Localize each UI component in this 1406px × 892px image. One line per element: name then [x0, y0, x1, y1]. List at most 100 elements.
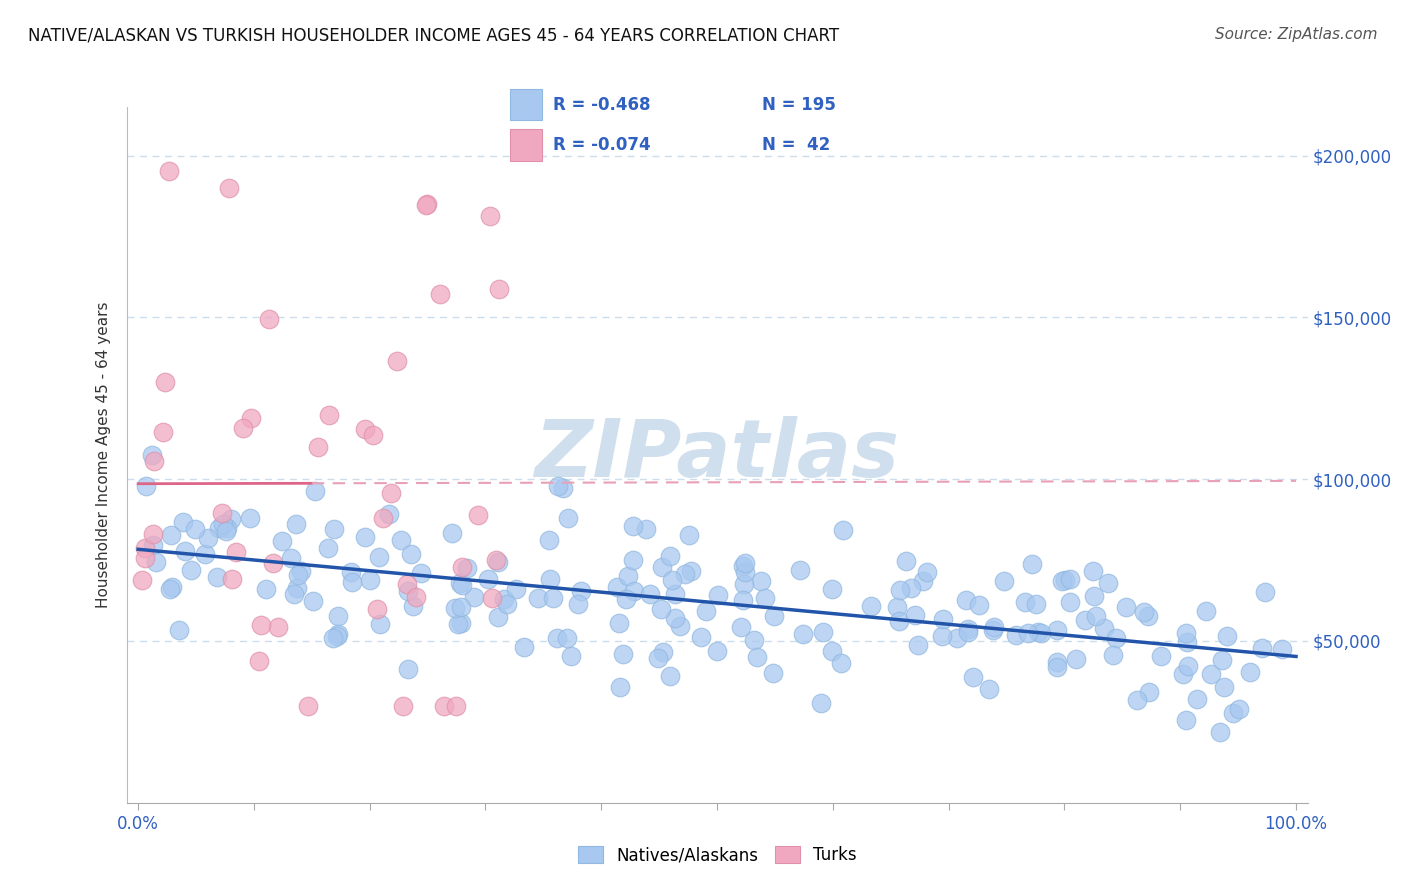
Text: N =  42: N = 42 [762, 136, 831, 154]
Point [1211, 652, 1233, 666]
Point [359, 573, 381, 587]
Point [513, 640, 536, 654]
Point [650, 602, 672, 616]
Point [157, 164, 180, 178]
Point [463, 591, 485, 605]
Point [290, 564, 312, 578]
Point [763, 609, 786, 624]
Point [179, 563, 201, 577]
Point [225, 545, 247, 559]
Point [167, 623, 190, 637]
Point [526, 591, 548, 605]
Point [614, 592, 637, 607]
Point [162, 580, 184, 594]
Point [744, 632, 766, 647]
Point [569, 584, 592, 599]
Legend: Natives/Alaskans, Turks: Natives/Alaskans, Turks [571, 839, 863, 871]
Point [405, 590, 427, 604]
Point [1254, 585, 1277, 599]
Point [447, 617, 470, 632]
Point [541, 591, 564, 605]
Point [821, 582, 844, 596]
Point [1115, 599, 1137, 614]
Point [664, 610, 686, 624]
Point [557, 631, 579, 645]
Point [451, 560, 474, 574]
Point [1250, 641, 1272, 656]
Text: ZIPatlas: ZIPatlas [534, 416, 900, 494]
Point [371, 511, 394, 525]
Point [621, 519, 644, 533]
FancyBboxPatch shape [510, 89, 541, 120]
Point [141, 448, 163, 462]
Point [486, 555, 509, 569]
Point [450, 578, 472, 592]
Point [284, 517, 307, 532]
Point [651, 559, 673, 574]
Point [1171, 667, 1194, 681]
Point [1074, 613, 1097, 627]
Point [1175, 713, 1198, 727]
Point [1046, 659, 1069, 673]
Point [328, 608, 350, 623]
Point [659, 549, 682, 563]
Text: NATIVE/ALASKAN VS TURKISH HOUSEHOLDER INCOME AGES 45 - 64 YEARS CORRELATION CHAR: NATIVE/ALASKAN VS TURKISH HOUSEHOLDER IN… [28, 27, 839, 45]
Point [339, 565, 361, 579]
Point [638, 587, 661, 601]
Point [1064, 652, 1087, 666]
Point [730, 620, 752, 634]
Point [402, 599, 425, 613]
Point [377, 507, 399, 521]
Point [907, 638, 929, 652]
Point [389, 533, 412, 547]
Point [609, 680, 631, 694]
Point [159, 582, 181, 597]
Point [477, 572, 499, 586]
Point [208, 521, 231, 535]
Point [1014, 595, 1036, 609]
Point [392, 698, 415, 713]
Point [416, 197, 439, 211]
Point [221, 511, 243, 525]
Point [1209, 724, 1232, 739]
Point [962, 669, 984, 683]
Point [184, 522, 207, 536]
Point [1216, 628, 1239, 642]
Point [142, 526, 165, 541]
Point [647, 650, 669, 665]
Point [830, 656, 852, 670]
Point [792, 627, 814, 641]
Point [538, 572, 561, 586]
Point [931, 612, 953, 626]
Point [478, 209, 501, 223]
Point [623, 584, 645, 599]
Point [194, 547, 217, 561]
Point [486, 610, 509, 624]
Point [733, 558, 755, 573]
Point [1025, 597, 1047, 611]
Y-axis label: Householder Income Ages 45 - 64 years: Householder Income Ages 45 - 64 years [96, 301, 111, 608]
Point [1097, 575, 1119, 590]
Point [254, 582, 277, 596]
Point [983, 624, 1005, 638]
Point [131, 573, 153, 587]
Point [152, 425, 174, 440]
Point [557, 511, 579, 525]
Point [1094, 622, 1116, 636]
Point [249, 617, 271, 632]
Point [900, 581, 922, 595]
Point [1083, 589, 1105, 603]
FancyBboxPatch shape [510, 129, 541, 161]
Point [1212, 680, 1234, 694]
Point [322, 632, 344, 646]
Point [496, 597, 519, 611]
Point [326, 627, 349, 641]
Point [1201, 666, 1223, 681]
Point [673, 566, 696, 581]
Point [553, 481, 575, 495]
Point [155, 375, 177, 389]
Point [733, 576, 755, 591]
Point [957, 625, 980, 640]
Point [886, 599, 908, 614]
Point [1021, 557, 1043, 571]
